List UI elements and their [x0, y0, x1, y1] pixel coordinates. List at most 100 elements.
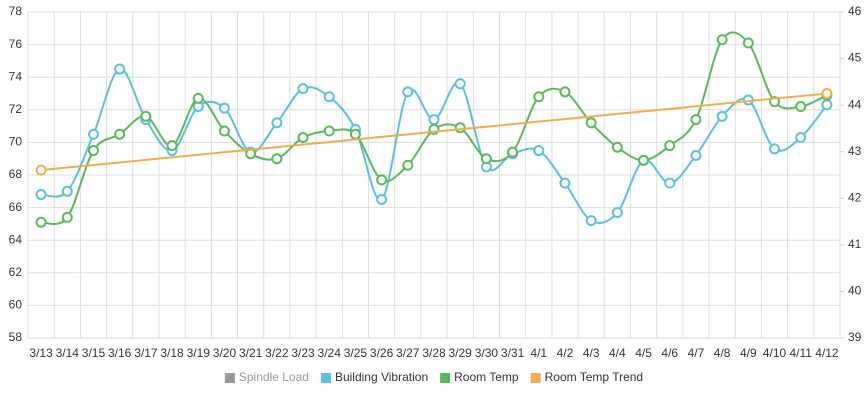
point: [716, 34, 728, 46]
point: [323, 125, 335, 137]
y-tick-label: 74: [9, 69, 23, 83]
point: [533, 91, 545, 103]
point: [218, 125, 230, 137]
legend-swatch: [440, 373, 451, 383]
point: [585, 117, 597, 129]
point: [690, 149, 702, 161]
point: [166, 140, 178, 152]
y-tick-label: 58: [9, 330, 23, 344]
legend-swatch: [320, 373, 331, 383]
x-tick-label: 3/15: [82, 346, 106, 360]
x-tick-label: 3/20: [213, 346, 237, 360]
point: [218, 102, 230, 114]
point: [87, 128, 99, 140]
y2-tick-label: 45: [848, 51, 862, 65]
point: [35, 189, 47, 201]
y-tick-label: 70: [9, 135, 23, 149]
point: [821, 99, 833, 111]
point: [297, 132, 309, 144]
series-line: [40, 92, 828, 172]
point: [61, 211, 73, 223]
y2-tick-label: 39: [848, 330, 862, 344]
legend-label: Room Temp Trend: [545, 370, 644, 384]
x-tick-label: 3/21: [239, 346, 263, 360]
point: [271, 153, 283, 165]
point: [769, 143, 781, 155]
y-tick-label: 66: [9, 200, 23, 214]
point: [192, 92, 204, 104]
point: [664, 177, 676, 189]
x-tick-label: 3/19: [187, 346, 211, 360]
legend-label: Building Vibration: [335, 370, 428, 384]
point: [795, 101, 807, 113]
point: [35, 216, 47, 228]
x-tick-label: 3/31: [501, 346, 525, 360]
point: [61, 185, 73, 197]
x-tick-label: 3/17: [134, 346, 158, 360]
y-tick-label: 60: [9, 298, 23, 312]
x-tick-label: 3/22: [265, 346, 289, 360]
point: [664, 140, 676, 152]
point: [87, 145, 99, 157]
point: [376, 174, 388, 186]
x-tick-label: 4/9: [740, 346, 757, 360]
x-tick-label: 4/6: [661, 346, 678, 360]
point: [795, 132, 807, 144]
x-tick-label: 3/13: [29, 346, 53, 360]
x-tick-label: 3/29: [449, 346, 473, 360]
point: [559, 177, 571, 189]
point: [454, 122, 466, 134]
y2-tick-label: 40: [848, 284, 862, 298]
x-tick-label: 3/16: [108, 346, 132, 360]
point: [376, 193, 388, 205]
x-tick-label: 4/10: [763, 346, 787, 360]
point: [480, 153, 492, 165]
point: [611, 141, 623, 153]
y2-tick-label: 41: [848, 237, 862, 251]
y-tick-label: 78: [9, 4, 23, 18]
point: [821, 88, 833, 99]
x-tick-label: 3/27: [396, 346, 420, 360]
legend-label: Room Temp: [454, 370, 519, 384]
y2-tick-label: 44: [848, 97, 862, 111]
y-tick-label: 62: [9, 265, 23, 279]
x-tick-label: 3/23: [291, 346, 315, 360]
legend-swatch: [530, 373, 541, 383]
point: [402, 86, 414, 98]
x-tick-label: 4/2: [557, 346, 574, 360]
point: [638, 154, 650, 166]
x-tick-label: 3/26: [370, 346, 394, 360]
point: [742, 37, 754, 49]
x-tick-label: 4/1: [530, 346, 547, 360]
x-tick-label: 4/8: [714, 346, 731, 360]
point: [297, 83, 309, 95]
point: [35, 164, 47, 176]
x-tick-label: 4/3: [583, 346, 600, 360]
point: [716, 110, 728, 122]
point: [428, 114, 440, 126]
x-tick-label: 4/7: [688, 346, 705, 360]
point: [585, 215, 597, 227]
point: [114, 128, 126, 140]
y2-tick-label: 42: [848, 190, 862, 204]
point: [140, 110, 152, 122]
x-tick-label: 3/14: [56, 346, 80, 360]
legend-swatch: [224, 373, 235, 383]
x-tick-label: 3/18: [160, 346, 184, 360]
x-tick-label: 3/24: [318, 346, 342, 360]
point: [690, 114, 702, 126]
point: [611, 206, 623, 218]
x-tick-label: 4/12: [815, 346, 839, 360]
y2-tick-label: 46: [848, 4, 862, 18]
point: [114, 63, 126, 75]
point: [507, 146, 519, 158]
x-tick-label: 3/28: [422, 346, 446, 360]
y-tick-label: 72: [9, 102, 23, 116]
y-tick-label: 68: [9, 167, 23, 181]
y-tick-label: 76: [9, 37, 23, 51]
x-tick-label: 4/11: [789, 346, 812, 360]
y2-tick-label: 43: [848, 144, 862, 158]
point: [271, 117, 283, 129]
point: [559, 86, 571, 98]
point: [533, 145, 545, 157]
